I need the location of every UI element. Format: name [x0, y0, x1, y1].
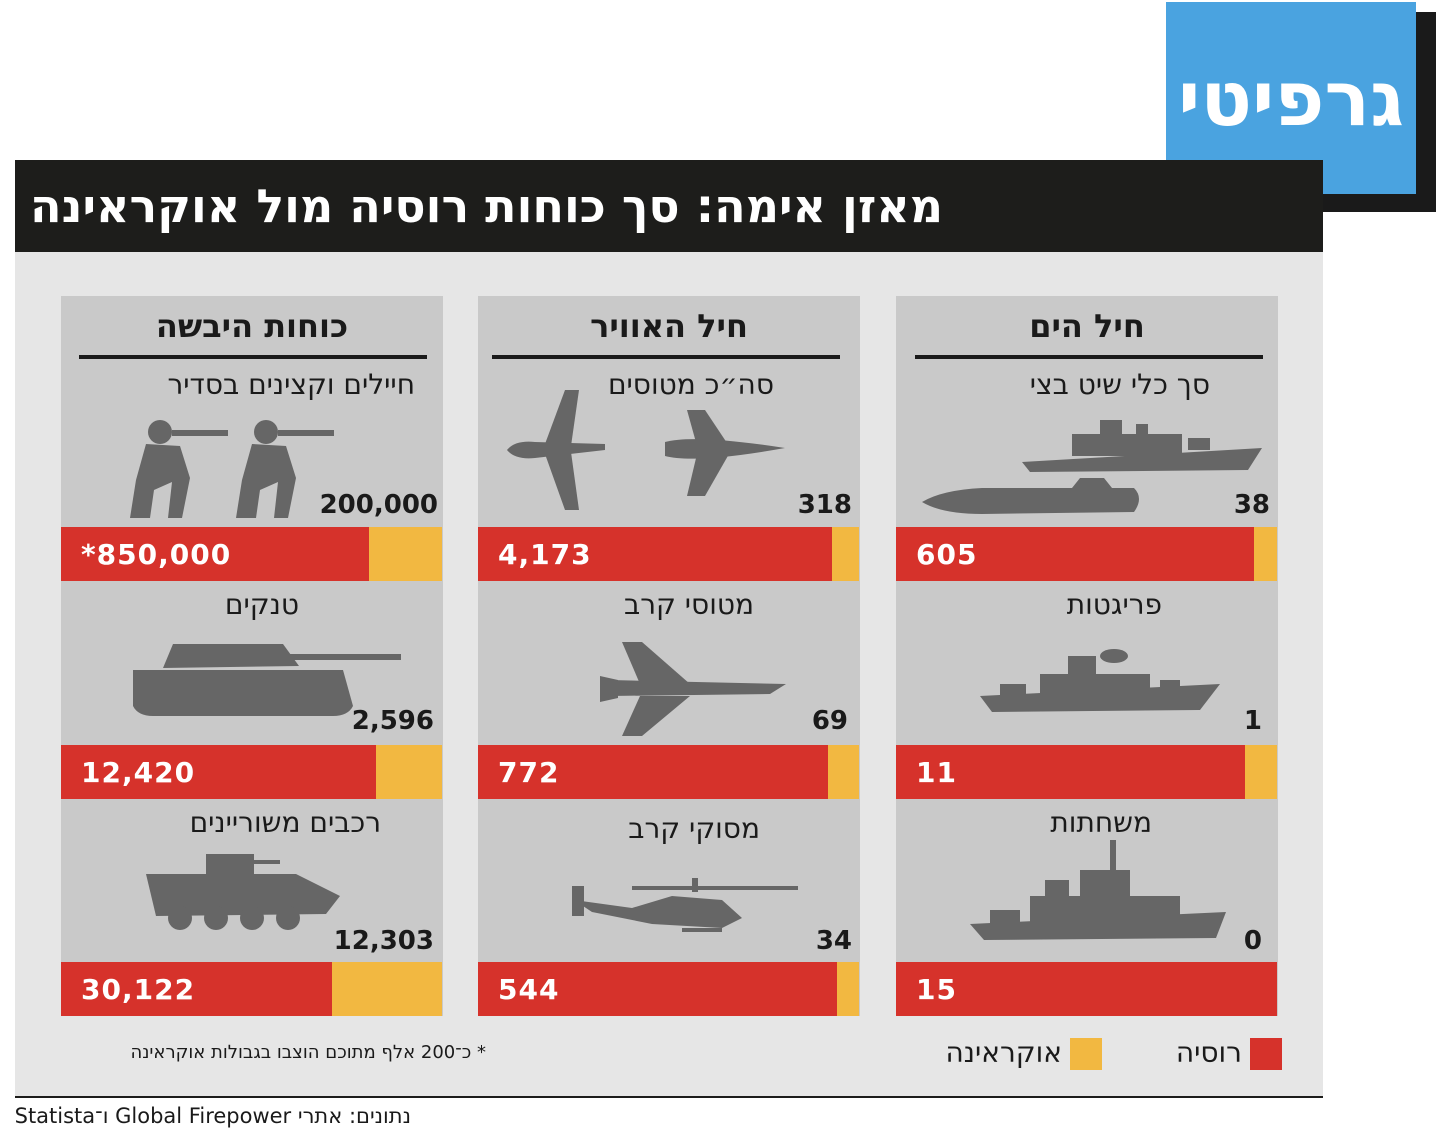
column-rule-air-force — [492, 355, 840, 359]
legend-label-ukraine: אוקראינה — [945, 1036, 1063, 1069]
column-title-air-force: חיל האוויר — [590, 307, 748, 345]
ukraine-value-total-aircraft: 318 — [797, 490, 852, 520]
fighter-jet-icon — [600, 640, 786, 738]
russia-value-destroyers: 15 — [916, 972, 957, 1006]
row-label-active-personnel: חיילים וקצינים בסדיר — [167, 368, 415, 401]
bar-russia-active-personnel — [61, 527, 370, 581]
bar-russia-destroyers — [896, 962, 1277, 1016]
panel-bottom-rule — [15, 1096, 1323, 1098]
row-label-tanks: טנקים — [224, 588, 299, 621]
russia-value-fighter-jets: 772 — [498, 755, 560, 789]
brand-logo: גרפיטי — [1177, 53, 1405, 143]
bar-active-personnel: *850,000 — [61, 527, 442, 581]
source-note: נתונים: אתרי Global Firepower ו־Statista — [14, 1104, 411, 1128]
bar-russia-armored-vehicles — [61, 962, 332, 1016]
bar-attack-helicopters: 544 — [478, 962, 859, 1016]
ukraine-value-armored-vehicles: 12,303 — [333, 926, 434, 956]
bar-russia-attack-helicopters — [478, 962, 837, 1016]
russia-value-active-personnel: *850,000 — [81, 537, 232, 571]
frigate-icon — [980, 646, 1220, 716]
row-label-total-aircraft: סה״כ מטוסים — [607, 368, 774, 401]
bar-total-aircraft: 4,173 — [478, 527, 859, 581]
bar-frigates: 11 — [896, 745, 1277, 799]
ukraine-value-tanks: 2,596 — [351, 706, 434, 736]
legend-swatch-ukraine — [1070, 1038, 1102, 1070]
bar-russia-total-vessels — [896, 527, 1255, 581]
bar-russia-tanks — [61, 745, 377, 799]
russia-value-attack-helicopters: 544 — [498, 972, 560, 1006]
row-label-total-vessels: סך כלי שיט בצי — [1029, 368, 1210, 401]
russia-value-armored-vehicles: 30,122 — [81, 972, 196, 1006]
footnote: * כ־200 אלף מתוכם הוצבו בגבולות אוקראינה — [130, 1042, 486, 1063]
warship-submarine-icon — [922, 418, 1262, 520]
title-bar — [15, 160, 1323, 252]
bar-russia-fighter-jets — [478, 745, 828, 799]
russia-value-tanks: 12,420 — [81, 755, 196, 789]
ukraine-value-fighter-jets: 69 — [811, 706, 848, 736]
row-label-attack-helicopters: מסוקי קרב — [628, 812, 760, 845]
bar-total-vessels: 605 — [896, 527, 1277, 581]
bar-russia-frigates — [896, 745, 1246, 799]
column-title-ground-forces: כוחות היבשה — [155, 307, 349, 345]
ukraine-value-destroyers: 0 — [1243, 926, 1262, 956]
row-label-frigates: פריגטות — [1066, 588, 1162, 621]
column-rule-ground-forces — [79, 355, 427, 359]
bar-russia-total-aircraft — [478, 527, 833, 581]
armored-vehicle-icon — [146, 852, 340, 932]
column-air-force — [478, 296, 860, 1016]
russia-value-total-aircraft: 4,173 — [498, 537, 592, 571]
row-label-destroyers: משחתות — [1050, 806, 1152, 839]
bar-armored-vehicles: 30,122 — [61, 962, 442, 1016]
legend-swatch-russia — [1250, 1038, 1282, 1070]
bar-fighter-jets: 772 — [478, 745, 859, 799]
ukraine-value-attack-helicopters: 34 — [815, 926, 852, 956]
russia-value-total-vessels: 605 — [916, 537, 978, 571]
ukraine-value-active-personnel: 200,000 — [319, 490, 438, 520]
aircraft-icon — [505, 388, 795, 512]
column-rule-navy — [915, 355, 1263, 359]
soldiers-icon — [120, 418, 336, 518]
ukraine-value-frigates: 1 — [1243, 706, 1262, 736]
destroyer-icon — [970, 840, 1226, 944]
ukraine-value-total-vessels: 38 — [1233, 490, 1270, 520]
bar-destroyers: 15 — [896, 962, 1277, 1016]
attack-helicopter-icon — [572, 872, 798, 940]
row-label-armored-vehicles: רכבים משוריינים — [189, 806, 381, 839]
chart-title: מאזן אימה: סך כוחות רוסיה מול אוקראינה — [30, 179, 944, 233]
bar-tanks: 12,420 — [61, 745, 442, 799]
tank-icon — [133, 636, 403, 718]
row-label-fighter-jets: מטוסי קרב — [624, 588, 754, 621]
column-title-navy: חיל הים — [1029, 307, 1145, 345]
legend-label-russia: רוסיה — [1175, 1036, 1242, 1069]
russia-value-frigates: 11 — [916, 755, 957, 789]
